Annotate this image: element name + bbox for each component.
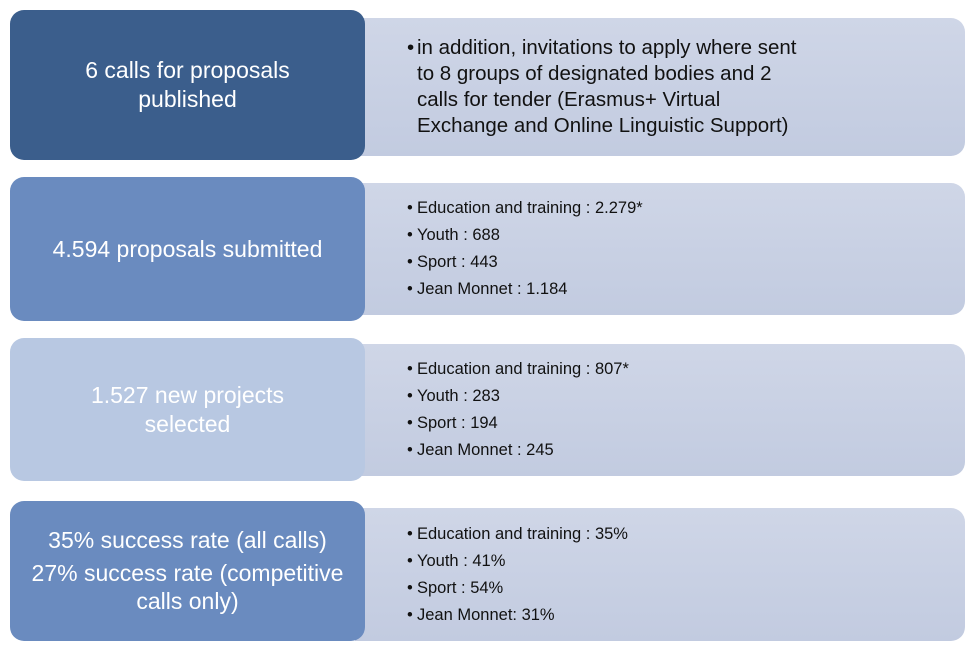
right-block: Education and training : 807* Youth : 28… bbox=[355, 344, 965, 476]
bullet: Jean Monnet : 1.184 bbox=[407, 276, 965, 303]
bullet: Youth : 41% bbox=[407, 548, 965, 575]
bullet: Sport : 194 bbox=[407, 410, 965, 437]
left-text: 35% success rate (all calls) bbox=[48, 526, 327, 553]
bullet: Education and training : 807* bbox=[407, 356, 965, 383]
bullet: Youth : 283 bbox=[407, 383, 965, 410]
right-block: Education and training : 35% Youth : 41%… bbox=[355, 508, 965, 641]
bullet-list: Education and training : 35% Youth : 41%… bbox=[407, 521, 965, 629]
bullet: Youth : 688 bbox=[407, 222, 965, 249]
right-block: in addition, invitations to apply where … bbox=[355, 18, 965, 156]
left-block: 1.527 new projects selected bbox=[10, 338, 365, 481]
bullet: Jean Monnet: 31% bbox=[407, 602, 965, 629]
bullet-list: in addition, invitations to apply where … bbox=[407, 35, 965, 139]
bullet: Jean Monnet : 245 bbox=[407, 437, 965, 464]
left-block: 4.594 proposals submitted bbox=[10, 177, 365, 321]
left-text: 4.594 proposals submitted bbox=[52, 235, 323, 262]
bullet-list: Education and training : 2.279* Youth : … bbox=[407, 195, 965, 303]
bullet-list: Education and training : 807* Youth : 28… bbox=[407, 356, 965, 464]
bullet: Sport : 54% bbox=[407, 575, 965, 602]
left-block: 35% success rate (all calls) 27% success… bbox=[10, 501, 365, 641]
bullet: in addition, invitations to apply where … bbox=[407, 35, 797, 139]
left-text: 27% success rate (competitive calls only… bbox=[31, 559, 344, 615]
bullet: Sport : 443 bbox=[407, 249, 965, 276]
left-block: 6 calls for proposals published bbox=[10, 10, 365, 160]
right-block: Education and training : 2.279* Youth : … bbox=[355, 183, 965, 315]
left-text: 6 calls for proposals published bbox=[85, 57, 290, 112]
bullet: Education and training : 2.279* bbox=[407, 195, 965, 222]
bullet: Education and training : 35% bbox=[407, 521, 965, 548]
left-text: 1.527 new projects selected bbox=[90, 381, 285, 437]
